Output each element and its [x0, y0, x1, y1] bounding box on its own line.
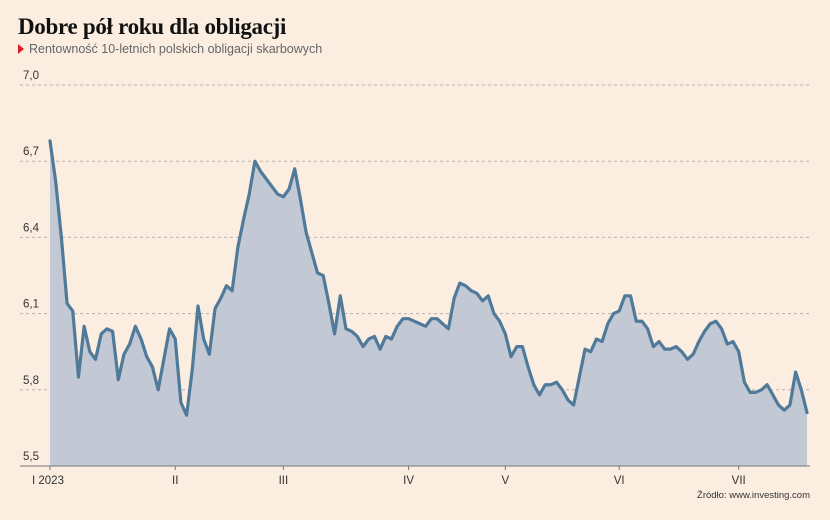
- chart-title: Dobre pół roku dla obligacji: [18, 14, 287, 39]
- axis-layer: 5,55,86,16,46,77,0I 2023 II III IV V VI VII: [20, 70, 810, 487]
- source-note: Źródło: www.investing.com: [697, 490, 810, 501]
- y-tick-label: 6,4: [23, 222, 40, 234]
- y-tick-label: 5,5: [23, 451, 39, 463]
- x-tick-label: VII: [732, 475, 746, 487]
- y-tick-label: 7,0: [23, 70, 39, 82]
- y-tick-label: 6,1: [23, 299, 39, 311]
- y-tick-label: 6,7: [23, 146, 39, 158]
- area-layer: [50, 140, 807, 466]
- series-layer: [48, 139, 809, 417]
- x-tick-label: III: [279, 475, 289, 487]
- red-triangle-icon: [18, 44, 24, 54]
- area-fill: [50, 140, 807, 466]
- x-tick-label: IV: [403, 475, 414, 487]
- x-tick-label: V: [502, 475, 510, 487]
- subtitle-text: Rentowność 10-letnich polskich obligacji…: [29, 42, 323, 56]
- series-line: [48, 139, 809, 417]
- x-tick-label: VI: [614, 475, 625, 487]
- x-tick-label: I 2023: [32, 475, 64, 487]
- chart-subtitle: Rentowność 10-letnich polskich obligacji…: [18, 42, 322, 56]
- y-tick-label: 5,8: [23, 375, 39, 387]
- x-tick-label: II: [172, 475, 178, 487]
